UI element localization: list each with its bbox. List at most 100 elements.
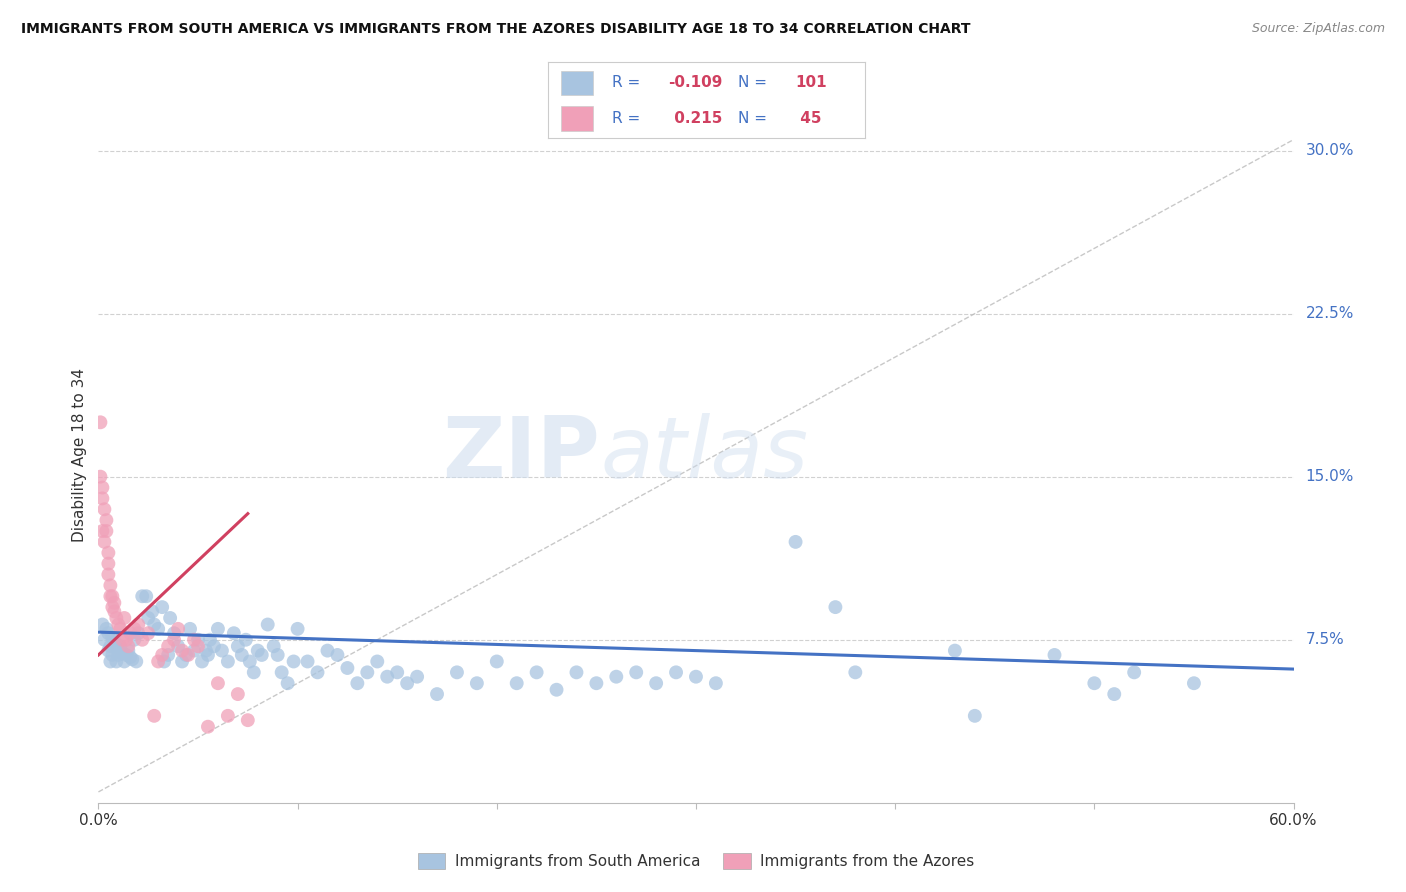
- Point: [125, 655, 148, 669]
- Point: [112, 611, 135, 625]
- Point: [366, 655, 388, 669]
- Point: [98, 655, 122, 669]
- Point: [336, 661, 359, 675]
- Point: [101, 631, 124, 645]
- Point: [943, 643, 966, 657]
- Point: [148, 655, 170, 669]
- Point: [179, 622, 201, 636]
- Text: R =: R =: [612, 76, 645, 90]
- Point: [1182, 676, 1205, 690]
- Point: [136, 626, 159, 640]
- Point: [143, 617, 166, 632]
- Point: [406, 670, 429, 684]
- Point: [91, 491, 114, 506]
- Text: R =: R =: [612, 111, 645, 126]
- Y-axis label: Disability Age 18 to 34: Disability Age 18 to 34: [72, 368, 87, 542]
- Point: [326, 648, 349, 662]
- Point: [96, 513, 118, 527]
- Point: [93, 535, 115, 549]
- Point: [107, 648, 129, 662]
- Point: [565, 665, 588, 680]
- FancyBboxPatch shape: [561, 106, 593, 130]
- Point: [277, 676, 299, 690]
- Point: [506, 676, 529, 690]
- Point: [124, 632, 146, 647]
- Point: [183, 643, 205, 657]
- Point: [153, 655, 176, 669]
- Text: 45: 45: [796, 111, 821, 126]
- Point: [485, 655, 508, 669]
- Point: [1043, 648, 1066, 662]
- Point: [120, 626, 142, 640]
- Point: [101, 589, 124, 603]
- Point: [157, 648, 180, 662]
- Point: [96, 524, 118, 538]
- Point: [117, 639, 139, 653]
- Point: [112, 655, 135, 669]
- Point: [685, 670, 707, 684]
- Text: Source: ZipAtlas.com: Source: ZipAtlas.com: [1251, 22, 1385, 36]
- Point: [97, 546, 120, 560]
- Point: [111, 646, 134, 660]
- Point: [256, 617, 278, 632]
- Point: [183, 632, 205, 647]
- Text: 7.5%: 7.5%: [1305, 632, 1344, 648]
- Point: [844, 665, 866, 680]
- Point: [172, 643, 194, 657]
- Point: [239, 655, 262, 669]
- Point: [207, 676, 229, 690]
- Point: [526, 665, 548, 680]
- Point: [103, 605, 125, 619]
- Point: [167, 639, 190, 653]
- Text: N =: N =: [738, 76, 772, 90]
- Point: [585, 676, 607, 690]
- Point: [103, 635, 125, 649]
- Text: IMMIGRANTS FROM SOUTH AMERICA VS IMMIGRANTS FROM THE AZORES DISABILITY AGE 18 TO: IMMIGRANTS FROM SOUTH AMERICA VS IMMIGRA…: [21, 22, 970, 37]
- Point: [150, 648, 173, 662]
- Point: [785, 535, 807, 549]
- Point: [110, 639, 132, 653]
- Point: [198, 632, 221, 647]
- Point: [98, 639, 122, 653]
- Point: [207, 622, 229, 636]
- Point: [375, 670, 398, 684]
- Point: [297, 655, 319, 669]
- FancyBboxPatch shape: [561, 70, 593, 95]
- Point: [93, 502, 115, 516]
- Point: [97, 557, 120, 571]
- Point: [131, 589, 153, 603]
- Point: [824, 600, 846, 615]
- Point: [167, 622, 190, 636]
- Point: [605, 670, 627, 684]
- Point: [226, 687, 249, 701]
- Point: [250, 648, 273, 662]
- Point: [96, 622, 118, 636]
- Point: [97, 643, 120, 657]
- Point: [120, 650, 142, 665]
- Point: [263, 639, 285, 653]
- Point: [124, 622, 146, 636]
- Point: [187, 632, 209, 647]
- Point: [105, 611, 128, 625]
- Point: [105, 637, 128, 651]
- Point: [136, 611, 159, 625]
- Point: [211, 643, 233, 657]
- Point: [287, 622, 309, 636]
- Point: [191, 655, 214, 669]
- Point: [117, 643, 139, 657]
- Point: [426, 687, 449, 701]
- Point: [546, 682, 568, 697]
- Point: [465, 676, 488, 690]
- Point: [89, 415, 111, 429]
- Point: [105, 655, 128, 669]
- Point: [91, 617, 114, 632]
- Point: [197, 720, 219, 734]
- Point: [127, 626, 149, 640]
- Point: [226, 639, 249, 653]
- Point: [91, 524, 114, 538]
- Point: [270, 665, 292, 680]
- Text: 101: 101: [796, 76, 827, 90]
- Point: [163, 626, 186, 640]
- Point: [97, 567, 120, 582]
- Point: [131, 632, 153, 647]
